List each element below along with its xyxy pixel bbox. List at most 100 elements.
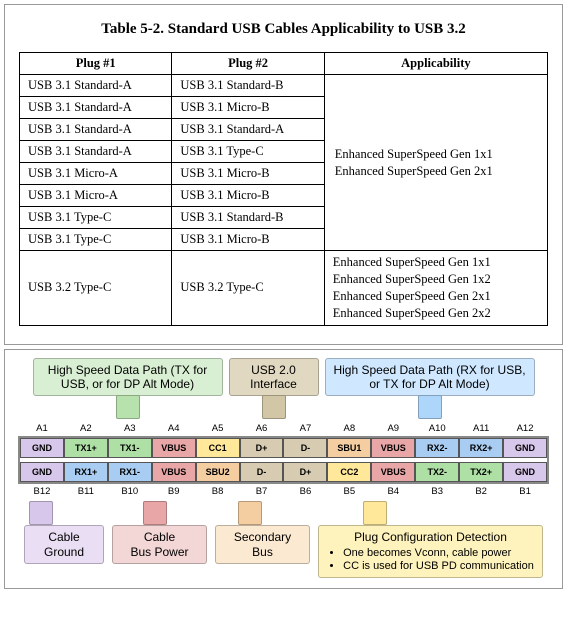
pin-cell: CC1 xyxy=(196,438,240,458)
bottom-callout: SecondaryBus xyxy=(215,525,310,564)
callout-stem-wrap xyxy=(325,395,535,419)
cell-applicability: Enhanced SuperSpeed Gen 1x1Enhanced Supe… xyxy=(324,251,547,326)
cell-plug1: USB 3.1 Micro-A xyxy=(20,163,172,185)
table-title: Table 5-2. Standard USB Cables Applicabi… xyxy=(19,21,548,38)
pin-cell: RX2+ xyxy=(459,438,503,458)
top-callout: USB 2.0 Interface xyxy=(229,358,319,397)
pin-cell: RX1+ xyxy=(64,462,108,482)
table-panel: Table 5-2. Standard USB Cables Applicabi… xyxy=(4,4,563,345)
callout-line: Plug Configuration Detection xyxy=(354,530,507,544)
pinout-diagram: High Speed Data Path (TX for USB, or for… xyxy=(4,349,563,590)
callout-line: Cable xyxy=(144,530,175,544)
pin-label: A4 xyxy=(152,423,196,434)
pin-cell: TX2+ xyxy=(459,462,503,482)
callout-stem xyxy=(418,395,442,419)
pin-cell: RX2- xyxy=(415,438,459,458)
callout-stem xyxy=(262,395,286,419)
callout-line: Secondary xyxy=(234,530,291,544)
cell-plug2: USB 3.1 Standard-A xyxy=(172,119,324,141)
pin-cell: TX2- xyxy=(415,462,459,482)
cell-plug2: USB 3.1 Type-C xyxy=(172,141,324,163)
pin-cell: VBUS xyxy=(371,438,415,458)
cell-plug1: USB 3.1 Standard-A xyxy=(20,119,172,141)
pin-cell: D- xyxy=(240,462,284,482)
table-header-row: Plug #1 Plug #2 Applicability xyxy=(20,53,548,75)
callout-stem-wrap xyxy=(113,501,208,525)
pin-cell: CC2 xyxy=(327,462,371,482)
callout-stem-wrap xyxy=(33,395,223,419)
pin-cell: TX1- xyxy=(108,438,152,458)
pin-cell: TX1+ xyxy=(64,438,108,458)
pin-label: B8 xyxy=(196,486,240,497)
rowA-labels: A1A2A3A4A5A6A7A8A9A10A11A12 xyxy=(20,423,547,434)
pin-cell: GND xyxy=(20,438,64,458)
callout-stem xyxy=(363,501,387,525)
callout-line: Cable xyxy=(48,530,79,544)
pin-label: B7 xyxy=(240,486,284,497)
bottom-callout: Plug Configuration Detection One becomes … xyxy=(318,525,543,578)
pin-row-b: GNDRX1+RX1-VBUSSBU2D-D+CC2VBUSTX2-TX2+GN… xyxy=(20,462,547,482)
pin-cell: GND xyxy=(20,462,64,482)
pin-label: B9 xyxy=(152,486,196,497)
callout-line: Ground xyxy=(44,545,84,559)
col-plug2: Plug #2 xyxy=(172,53,324,75)
pin-cell: GND xyxy=(503,462,547,482)
pin-label: A7 xyxy=(283,423,327,434)
pin-cell: SBU1 xyxy=(327,438,371,458)
pin-cell: VBUS xyxy=(152,438,196,458)
pin-label: A9 xyxy=(371,423,415,434)
pin-cell: SBU2 xyxy=(196,462,240,482)
rowB-labels: B12B11B10B9B8B7B6B5B4B3B2B1 xyxy=(20,486,547,497)
pin-label: B3 xyxy=(415,486,459,497)
cell-plug2: USB 3.1 Micro-B xyxy=(172,229,324,251)
callout-stem-wrap xyxy=(323,501,548,525)
cell-plug1: USB 3.1 Standard-A xyxy=(20,141,172,163)
cell-plug2: USB 3.1 Standard-B xyxy=(172,75,324,97)
pin-label: B2 xyxy=(459,486,503,497)
cell-plug2: USB 3.1 Micro-B xyxy=(172,163,324,185)
pin-cell: VBUS xyxy=(152,462,196,482)
pin-label: B5 xyxy=(327,486,371,497)
pin-cell: D- xyxy=(283,438,327,458)
pin-block: GNDTX1+TX1-VBUSCC1D+D-SBU1VBUSRX2-RX2+GN… xyxy=(18,436,549,484)
pin-cell: D+ xyxy=(240,438,284,458)
callout-stem xyxy=(116,395,140,419)
col-plug1: Plug #1 xyxy=(20,53,172,75)
callout-stem-wrap xyxy=(229,395,319,419)
top-callouts-row: High Speed Data Path (TX for USB, or for… xyxy=(9,358,558,397)
pin-label: B4 xyxy=(371,486,415,497)
callout-stem-wrap xyxy=(218,501,313,525)
pin-label: A2 xyxy=(64,423,108,434)
cell-plug2: USB 3.1 Standard-B xyxy=(172,207,324,229)
pin-label: A1 xyxy=(20,423,64,434)
callout-stem-wrap xyxy=(23,501,103,525)
callout-stem xyxy=(29,501,53,525)
cell-plug2: USB 3.1 Micro-B xyxy=(172,185,324,207)
pin-row-a: GNDTX1+TX1-VBUSCC1D+D-SBU1VBUSRX2-RX2+GN… xyxy=(20,438,547,458)
pin-label: B12 xyxy=(20,486,64,497)
bottom-callouts-row: CableGroundCableBus PowerSecondaryBusPlu… xyxy=(9,525,558,578)
bottom-stems-row xyxy=(9,501,558,525)
pin-label: A3 xyxy=(108,423,152,434)
callout-bullets: One becomes Vconn, cable powerCC is used… xyxy=(327,547,534,573)
pin-cell: RX1- xyxy=(108,462,152,482)
usb-cable-table: Plug #1 Plug #2 Applicability USB 3.1 St… xyxy=(19,52,548,326)
pin-label: A5 xyxy=(196,423,240,434)
cell-plug1: USB 3.1 Standard-A xyxy=(20,75,172,97)
cell-plug1: USB 3.2 Type-C xyxy=(20,251,172,326)
cell-plug2: USB 3.2 Type-C xyxy=(172,251,324,326)
pin-label: A12 xyxy=(503,423,547,434)
pin-label: B11 xyxy=(64,486,108,497)
pin-cell: VBUS xyxy=(371,462,415,482)
cell-plug1: USB 3.1 Standard-A xyxy=(20,97,172,119)
table-row: USB 3.1 Standard-AUSB 3.1 Standard-BEnha… xyxy=(20,75,548,97)
callout-bullet: CC is used for USB PD communication xyxy=(343,560,534,573)
pin-label: B10 xyxy=(108,486,152,497)
bottom-callout: CableBus Power xyxy=(112,525,207,564)
pin-cell: GND xyxy=(503,438,547,458)
pin-label: B6 xyxy=(283,486,327,497)
callout-stem xyxy=(143,501,167,525)
cell-plug1: USB 3.1 Micro-A xyxy=(20,185,172,207)
bottom-callout: CableGround xyxy=(24,525,104,564)
callout-stem xyxy=(238,501,262,525)
